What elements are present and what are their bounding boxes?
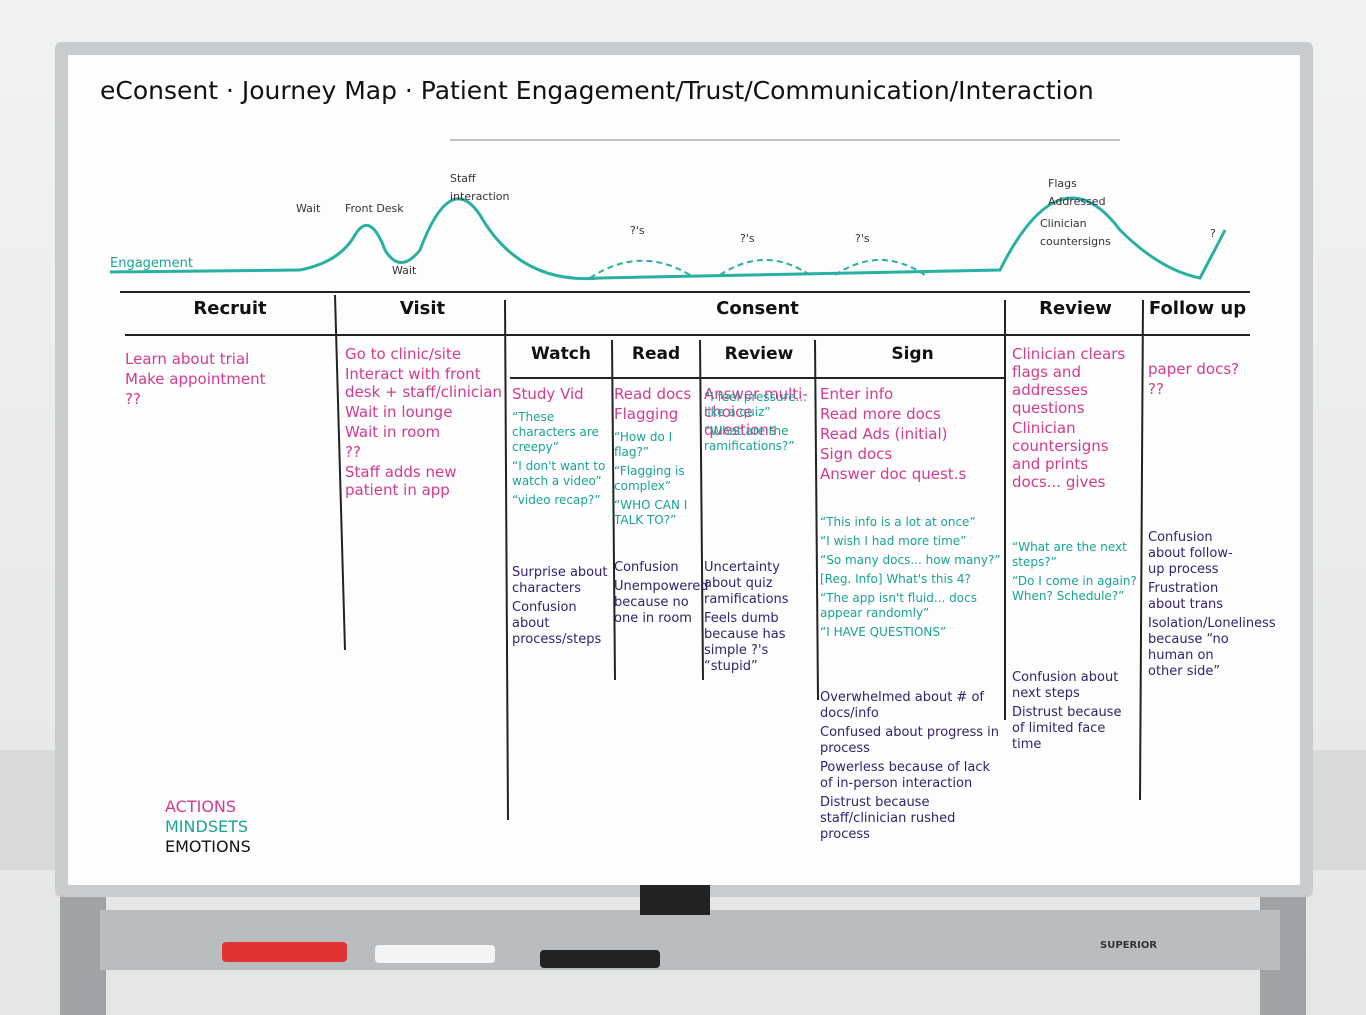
curve-label: Clinician countersigns — [1040, 217, 1111, 248]
action-note: Clinician countersigns and prints docs..… — [1012, 419, 1109, 491]
brand: SUPERIOR — [1100, 940, 1158, 951]
mindset-note: “WHO CAN I TALK TO?” — [614, 498, 688, 527]
stage-header: Watch — [531, 344, 591, 364]
action-note: Wait in lounge — [345, 403, 453, 421]
mindset-note: [Reg. Info] What's this 4? — [820, 572, 971, 586]
stage-header: Read — [631, 344, 681, 364]
mindset-note: “What are the ramifications?” — [704, 424, 795, 453]
legend-item: EMOTIONS — [165, 837, 251, 856]
action-note: Enter info — [820, 385, 894, 403]
curve-label: Wait — [296, 202, 321, 215]
marker — [222, 942, 347, 962]
action-note: ?? — [345, 443, 361, 461]
action-note: Wait in room — [345, 423, 441, 441]
stage-header: Sign — [891, 344, 934, 364]
emotion-note: Surprise about characters — [512, 565, 608, 596]
curve-label: ?'s — [740, 232, 755, 245]
emotion-note: Uncertainty about quiz ramifications — [704, 560, 789, 607]
action-note: Study Vid — [512, 385, 584, 403]
mindset-note: “What are the next steps?” — [1012, 540, 1127, 569]
emotion-note: Isolation/Loneliness because “no human o… — [1148, 616, 1276, 679]
action-note: Go to clinic/site — [345, 345, 462, 363]
emotion-note: Confused about progress in process — [820, 725, 999, 756]
mindset-note: “I wish I had more time” — [820, 534, 967, 548]
curve-label: ?'s — [630, 224, 645, 237]
action-note: paper docs? — [1148, 360, 1240, 378]
emotion-note: Unempowered because no one in room — [614, 579, 709, 626]
curve-label: ? — [1210, 227, 1216, 240]
legend-item: MINDSETS — [165, 817, 249, 836]
question-dips — [589, 259, 926, 279]
curve-label: Staff interaction — [450, 172, 510, 203]
column-lines — [334, 294, 1144, 821]
action-note: Learn about trial — [125, 350, 250, 368]
curve-label: Front Desk — [345, 202, 404, 215]
title: eConsent · Journey Map · Patient Engagem… — [100, 76, 1094, 105]
mindset-note: “The app isn't fluid... docs appear rand… — [820, 591, 977, 620]
mindset-note: “I feel pressure... like a quiz” — [704, 390, 807, 419]
mindset-note: “video recap?” — [512, 493, 601, 507]
marker — [540, 950, 660, 968]
action-note: Interact with front desk + staff/clinici… — [345, 365, 503, 401]
phase-header: Visit — [399, 298, 446, 319]
emotion-note: Overwhelmed about # of docs/info — [820, 690, 984, 721]
curve-label: Flags Addressed — [1048, 177, 1106, 208]
action-note: Read docs — [614, 385, 692, 403]
emotion-note: Frustration about trans — [1148, 581, 1224, 612]
mindset-note: “Flagging is complex” — [614, 464, 685, 493]
action-note: Answer multi-choice questions — [704, 385, 808, 439]
action-note: ?? — [1148, 380, 1164, 398]
action-note: Read Ads (initial) — [820, 425, 948, 443]
mindset-note: “How do I flag?” — [614, 430, 673, 459]
phase-header: Consent — [716, 298, 799, 319]
emotion-note: Confusion — [614, 560, 679, 575]
magnet-holder — [640, 885, 710, 915]
stage-header: Review — [724, 344, 794, 364]
action-note: Read more docs — [820, 405, 941, 423]
emotion-note: Confusion about process/steps — [512, 600, 602, 647]
emotion-note: Powerless because of lack of in-person i… — [820, 760, 991, 791]
emotion-note: Distrust because staff/clinician rushed … — [820, 795, 956, 842]
curve-label: ?'s — [855, 232, 870, 245]
board — [68, 55, 1300, 885]
mindset-note: “I don't want to watch a video” — [512, 459, 606, 488]
phase-header: Recruit — [193, 298, 267, 319]
mindset-note: “I HAVE QUESTIONS” — [820, 625, 947, 639]
mindset-note: “This info is a lot at once” — [820, 515, 976, 529]
emotion-note: Distrust because of limited face time — [1012, 705, 1122, 752]
emotion-note: Feels dumb because has simple ?'s “stupi… — [704, 611, 786, 674]
mindset-note: “So many docs... how many?” — [820, 553, 1001, 567]
phase-header: Follow up — [1148, 298, 1247, 319]
phase-header: Review — [1039, 298, 1112, 319]
curve-label: Engagement — [110, 256, 193, 271]
marker — [375, 945, 495, 963]
action-note: ?? — [125, 390, 141, 408]
action-note: Make appointment — [125, 370, 266, 388]
action-note: Answer doc quest.s — [820, 465, 967, 483]
engagement-curve — [109, 196, 1227, 281]
action-note: Clinician clears flags and addresses que… — [1012, 345, 1126, 417]
mindset-note: “Do I come in again? When? Schedule?” — [1012, 574, 1137, 603]
curve-label: Wait — [392, 264, 417, 277]
emotion-note: Confusion about follow-up process — [1148, 530, 1233, 577]
action-note: Flagging — [614, 405, 679, 423]
mindset-note: “These characters are creepy” — [512, 410, 599, 454]
emotion-note: Confusion about next steps — [1012, 670, 1119, 701]
action-note: Sign docs — [820, 445, 893, 463]
legend-item: ACTIONS — [165, 797, 237, 816]
action-note: Staff adds new patient in app — [345, 463, 457, 499]
